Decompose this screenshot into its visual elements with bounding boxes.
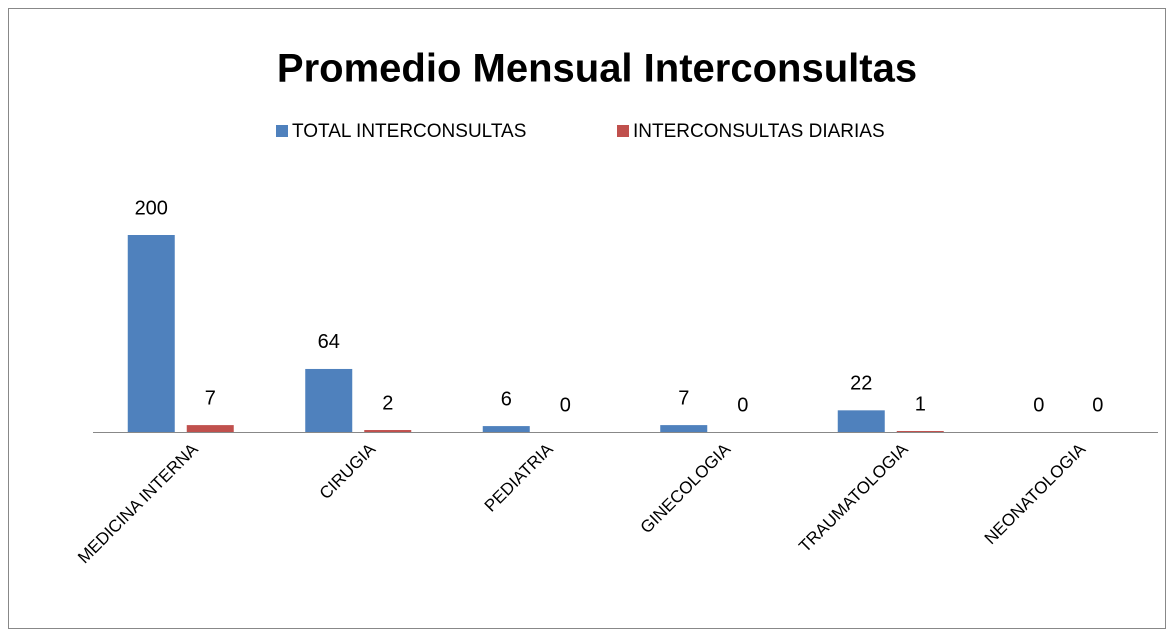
legend-swatch (617, 125, 629, 137)
data-label: 0 (1092, 394, 1103, 416)
bar (364, 430, 412, 432)
data-label: 64 (318, 331, 340, 353)
data-label: 0 (560, 394, 571, 416)
bar (305, 368, 353, 432)
data-label: 2 (382, 392, 393, 414)
legend-swatch (276, 125, 288, 137)
chart-border (8, 8, 1166, 629)
data-label: 0 (1033, 394, 1044, 416)
bar (837, 410, 885, 432)
data-label: 200 (135, 197, 168, 219)
data-label: 1 (915, 393, 926, 415)
legend-label: TOTAL INTERCONSULTAS (292, 121, 526, 142)
bar (186, 425, 234, 432)
bar (660, 425, 708, 432)
chart-title: Promedio Mensual Interconsultas (277, 47, 917, 91)
data-label: 22 (850, 373, 872, 395)
bar (896, 431, 944, 432)
legend-label: INTERCONSULTAS DIARIAS (633, 121, 885, 142)
bar (482, 426, 530, 432)
data-label: 0 (737, 394, 748, 416)
data-label: 6 (501, 388, 512, 410)
data-label: 7 (678, 387, 689, 409)
bar (127, 235, 175, 432)
data-label: 7 (205, 387, 216, 409)
